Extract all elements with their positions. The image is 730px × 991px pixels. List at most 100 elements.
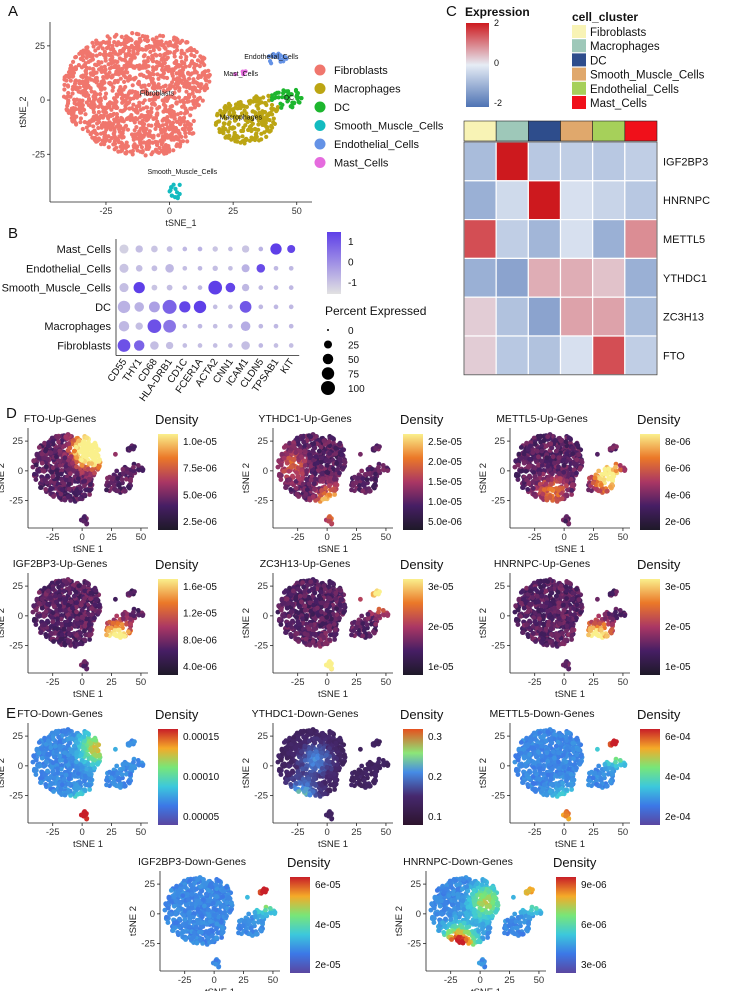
legend-swatch [314, 64, 326, 76]
cell-point [139, 136, 144, 141]
cluster-legend-label: Mast_Cells [590, 98, 647, 110]
y-tick-label: 25 [12, 581, 23, 592]
cell-point [271, 120, 276, 125]
heatmap-cell [463, 219, 497, 260]
cell-point [136, 81, 141, 86]
density-point [48, 485, 54, 491]
density-point [358, 596, 363, 602]
cell-point [174, 71, 179, 76]
size-legend-dot [321, 367, 335, 380]
density-point [537, 471, 542, 477]
cell-point [243, 123, 248, 128]
y-tick-label: 25 [12, 436, 23, 447]
density-point [42, 477, 47, 483]
density-legend-tick: 2.5e-06 [183, 517, 217, 528]
density-point [62, 642, 68, 648]
annotation-cell [560, 120, 593, 142]
cell-point [207, 72, 212, 78]
cell-point [102, 64, 107, 69]
cell-point [96, 125, 101, 131]
density-point [136, 612, 141, 617]
density-point [79, 602, 84, 608]
density-point [63, 463, 69, 469]
density-point [283, 485, 289, 490]
dot [258, 323, 264, 329]
density-point [332, 488, 338, 493]
density-point [308, 463, 314, 469]
cell-point [203, 86, 208, 91]
density-point [70, 460, 75, 466]
cell-point [191, 131, 196, 136]
cell-point [81, 84, 86, 89]
density-point [293, 485, 299, 491]
density-point [41, 468, 47, 474]
cell-point [271, 116, 276, 121]
dot [258, 285, 264, 290]
x-tick-label: 50 [292, 206, 302, 216]
cell-point [185, 40, 190, 45]
cell-point [265, 125, 270, 130]
cluster-legend-label: Endothelial_Cells [590, 84, 679, 96]
density-point [315, 460, 320, 466]
cell-point [119, 135, 125, 140]
heatmap-row-label: METTL5 [663, 234, 705, 246]
heatmap-cell [592, 141, 626, 182]
y-tick-label: -25 [254, 496, 268, 507]
cell-point [223, 116, 228, 121]
cell-point [77, 51, 82, 56]
density-point [373, 471, 378, 477]
density-legend-tick: 6e-06 [665, 464, 691, 475]
density-point [281, 445, 287, 450]
density-point [324, 469, 330, 475]
cell-point [135, 144, 140, 149]
cell-point [171, 77, 176, 82]
density-point [571, 461, 576, 466]
cell-point [226, 135, 231, 140]
density-point [49, 470, 54, 475]
density-point [574, 470, 579, 476]
cell-point [107, 105, 112, 110]
cell-point [132, 65, 137, 70]
cell-point [262, 110, 267, 115]
density-point [319, 455, 325, 461]
cell-point [201, 57, 206, 62]
dot [197, 265, 203, 271]
cluster-label: Mast_Cells [223, 71, 258, 78]
cell-point [101, 75, 106, 80]
density-point [561, 469, 567, 475]
density-legend-tick: 4.0e-06 [183, 662, 217, 673]
density-point [66, 626, 72, 632]
cell-point [256, 106, 261, 111]
cell-point [172, 60, 177, 65]
density-point [56, 584, 61, 590]
legend-label: Smooth_Muscle_Cells [334, 121, 444, 133]
density-point [295, 474, 301, 479]
cell-point [223, 126, 228, 132]
legend-swatch [314, 157, 326, 168]
density-point [530, 485, 536, 491]
density-point [31, 603, 37, 609]
density-point [82, 483, 87, 489]
density-point [355, 475, 361, 481]
cell-point [138, 142, 143, 147]
density-point [120, 616, 126, 621]
cell-point [128, 117, 133, 122]
dot [182, 285, 188, 290]
cell-point [107, 80, 113, 85]
dot [197, 343, 203, 348]
y-axis-label: tSNE 2 [0, 608, 7, 638]
density-point [38, 630, 44, 635]
cell-point [163, 132, 168, 138]
cell-point [221, 121, 226, 126]
density-point [140, 613, 146, 618]
dot [212, 323, 218, 329]
cluster-label: DC [284, 95, 294, 102]
cell-point [85, 129, 91, 134]
cell-point [149, 101, 155, 106]
cell-point [77, 79, 82, 84]
density-point [521, 460, 527, 466]
density-point [301, 439, 306, 445]
